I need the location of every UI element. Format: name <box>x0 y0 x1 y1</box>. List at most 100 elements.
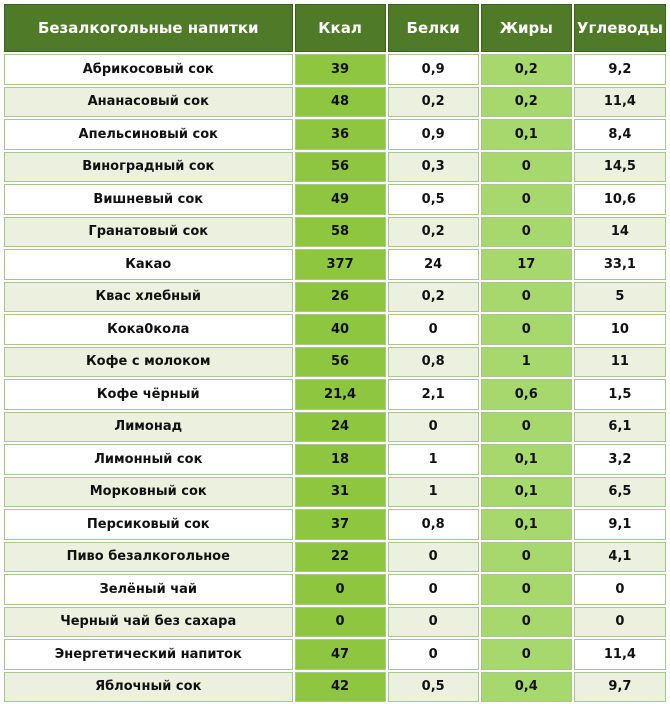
table-row: Яблочный сок 42 0,5 0,4 9,7 <box>4 671 666 702</box>
cell-protein: 0,2 <box>387 216 479 247</box>
cell-protein: 2,1 <box>387 379 479 410</box>
cell-fat: 0 <box>480 574 572 605</box>
header-protein: Белки <box>387 4 479 52</box>
cell-carbs: 9,7 <box>573 671 666 702</box>
table-row: Какао 377 24 17 33,1 <box>4 249 666 280</box>
cell-kcal: 36 <box>294 119 386 150</box>
cell-carbs: 4,1 <box>573 541 666 572</box>
cell-kcal: 56 <box>294 346 386 377</box>
cell-kcal: 48 <box>294 86 386 117</box>
cell-name: Гранатовый сок <box>4 216 293 247</box>
table-header-row: Безалкогольные напитки Ккал Белки Жиры У… <box>4 4 666 52</box>
cell-kcal: 21,4 <box>294 379 386 410</box>
cell-carbs: 11,4 <box>573 86 666 117</box>
cell-carbs: 6,1 <box>573 411 666 442</box>
cell-protein: 0,2 <box>387 86 479 117</box>
cell-fat: 0 <box>480 314 572 345</box>
cell-fat: 0 <box>480 411 572 442</box>
cell-fat: 0 <box>480 639 572 670</box>
cell-fat: 0 <box>480 216 572 247</box>
table-row: Кофе с молоком 56 0,8 1 11 <box>4 346 666 377</box>
cell-kcal: 40 <box>294 314 386 345</box>
table-row: Кофе чёрный 21,4 2,1 0,6 1,5 <box>4 379 666 410</box>
cell-carbs: 9,1 <box>573 509 666 540</box>
cell-carbs: 0 <box>573 606 666 637</box>
cell-fat: 0,2 <box>480 54 572 85</box>
cell-kcal: 377 <box>294 249 386 280</box>
cell-protein: 0 <box>387 541 479 572</box>
cell-carbs: 14 <box>573 216 666 247</box>
cell-name: Квас хлебный <box>4 281 293 312</box>
table-row: Энергетический напиток 47 0 0 11,4 <box>4 639 666 670</box>
table-row: Зелёный чай 0 0 0 0 <box>4 574 666 605</box>
cell-name: Пиво безалкогольное <box>4 541 293 572</box>
table-row: Апельсиновый сок 36 0,9 0,1 8,4 <box>4 119 666 150</box>
cell-protein: 0,8 <box>387 346 479 377</box>
cell-kcal: 58 <box>294 216 386 247</box>
cell-kcal: 37 <box>294 509 386 540</box>
cell-fat: 0,1 <box>480 119 572 150</box>
cell-carbs: 9,2 <box>573 54 666 85</box>
cell-fat: 0,1 <box>480 476 572 507</box>
table-row: Черный чай без сахара 0 0 0 0 <box>4 606 666 637</box>
cell-fat: 0,6 <box>480 379 572 410</box>
table-row: Кока0кола 40 0 0 10 <box>4 314 666 345</box>
cell-name: Абрикосовый сок <box>4 54 293 85</box>
table-row: Лимонад 24 0 0 6,1 <box>4 411 666 442</box>
cell-kcal: 56 <box>294 151 386 182</box>
cell-name: Кофе с молоком <box>4 346 293 377</box>
cell-protein: 0,5 <box>387 671 479 702</box>
cell-protein: 0 <box>387 639 479 670</box>
table-row: Пиво безалкогольное 22 0 0 4,1 <box>4 541 666 572</box>
header-drink-name: Безалкогольные напитки <box>4 4 293 52</box>
cell-name: Зелёный чай <box>4 574 293 605</box>
cell-name: Морковный сок <box>4 476 293 507</box>
cell-protein: 0,9 <box>387 54 479 85</box>
table-row: Виноградный сок 56 0,3 0 14,5 <box>4 151 666 182</box>
cell-name: Лимонный сок <box>4 444 293 475</box>
cell-name: Лимонад <box>4 411 293 442</box>
cell-name: Вишневый сок <box>4 184 293 215</box>
cell-carbs: 6,5 <box>573 476 666 507</box>
cell-carbs: 10 <box>573 314 666 345</box>
cell-fat: 0 <box>480 541 572 572</box>
cell-protein: 0 <box>387 574 479 605</box>
cell-kcal: 0 <box>294 606 386 637</box>
cell-kcal: 24 <box>294 411 386 442</box>
cell-fat: 1 <box>480 346 572 377</box>
cell-kcal: 31 <box>294 476 386 507</box>
table-row: Морковный сок 31 1 0,1 6,5 <box>4 476 666 507</box>
cell-carbs: 11 <box>573 346 666 377</box>
cell-protein: 1 <box>387 476 479 507</box>
cell-name: Яблочный сок <box>4 671 293 702</box>
cell-kcal: 18 <box>294 444 386 475</box>
cell-protein: 0,8 <box>387 509 479 540</box>
header-carbs: Углеводы <box>573 4 666 52</box>
table-row: Лимонный сок 18 1 0,1 3,2 <box>4 444 666 475</box>
cell-name: Виноградный сок <box>4 151 293 182</box>
cell-fat: 0,1 <box>480 509 572 540</box>
cell-carbs: 8,4 <box>573 119 666 150</box>
cell-fat: 0 <box>480 151 572 182</box>
cell-carbs: 14,5 <box>573 151 666 182</box>
cell-kcal: 47 <box>294 639 386 670</box>
cell-carbs: 5 <box>573 281 666 312</box>
cell-fat: 17 <box>480 249 572 280</box>
header-fat: Жиры <box>480 4 572 52</box>
cell-name: Какао <box>4 249 293 280</box>
cell-carbs: 11,4 <box>573 639 666 670</box>
cell-fat: 0 <box>480 184 572 215</box>
cell-protein: 24 <box>387 249 479 280</box>
cell-protein: 0,9 <box>387 119 479 150</box>
cell-carbs: 3,2 <box>573 444 666 475</box>
cell-protein: 0,2 <box>387 281 479 312</box>
cell-kcal: 39 <box>294 54 386 85</box>
cell-protein: 0 <box>387 411 479 442</box>
table-row: Абрикосовый сок 39 0,9 0,2 9,2 <box>4 54 666 85</box>
cell-carbs: 10,6 <box>573 184 666 215</box>
cell-carbs: 33,1 <box>573 249 666 280</box>
cell-kcal: 42 <box>294 671 386 702</box>
cell-carbs: 1,5 <box>573 379 666 410</box>
cell-name: Кока0кола <box>4 314 293 345</box>
